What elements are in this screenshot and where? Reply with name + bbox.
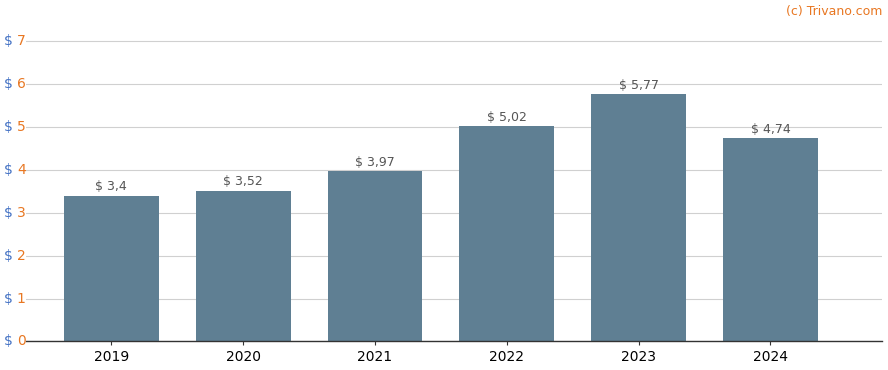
Text: $ 5,77: $ 5,77 <box>619 78 659 91</box>
Text: $: $ <box>4 206 17 220</box>
Text: $: $ <box>4 34 17 48</box>
Text: 5: 5 <box>17 120 26 134</box>
Text: 3: 3 <box>17 206 26 220</box>
Bar <box>723 138 818 342</box>
Text: $ 3,4: $ 3,4 <box>96 180 127 193</box>
Text: 1: 1 <box>17 292 26 306</box>
Bar <box>64 196 159 342</box>
Text: 2: 2 <box>17 249 26 263</box>
Bar <box>328 171 423 342</box>
Text: 0: 0 <box>17 334 26 349</box>
Text: $: $ <box>4 163 17 177</box>
Bar <box>459 126 554 342</box>
Text: 4: 4 <box>17 163 26 177</box>
Text: $: $ <box>4 249 17 263</box>
Text: $: $ <box>4 77 17 91</box>
Text: $ 3,97: $ 3,97 <box>355 156 395 169</box>
Text: $: $ <box>4 334 17 349</box>
Text: 6: 6 <box>17 77 26 91</box>
Text: $: $ <box>4 120 17 134</box>
Text: 7: 7 <box>17 34 26 48</box>
Text: $: $ <box>4 292 17 306</box>
Bar <box>591 94 686 342</box>
Bar <box>195 191 290 342</box>
Text: $ 3,52: $ 3,52 <box>223 175 263 188</box>
Text: $ 5,02: $ 5,02 <box>487 111 527 124</box>
Text: $ 4,74: $ 4,74 <box>750 123 790 136</box>
Text: (c) Trivano.com: (c) Trivano.com <box>786 5 883 18</box>
